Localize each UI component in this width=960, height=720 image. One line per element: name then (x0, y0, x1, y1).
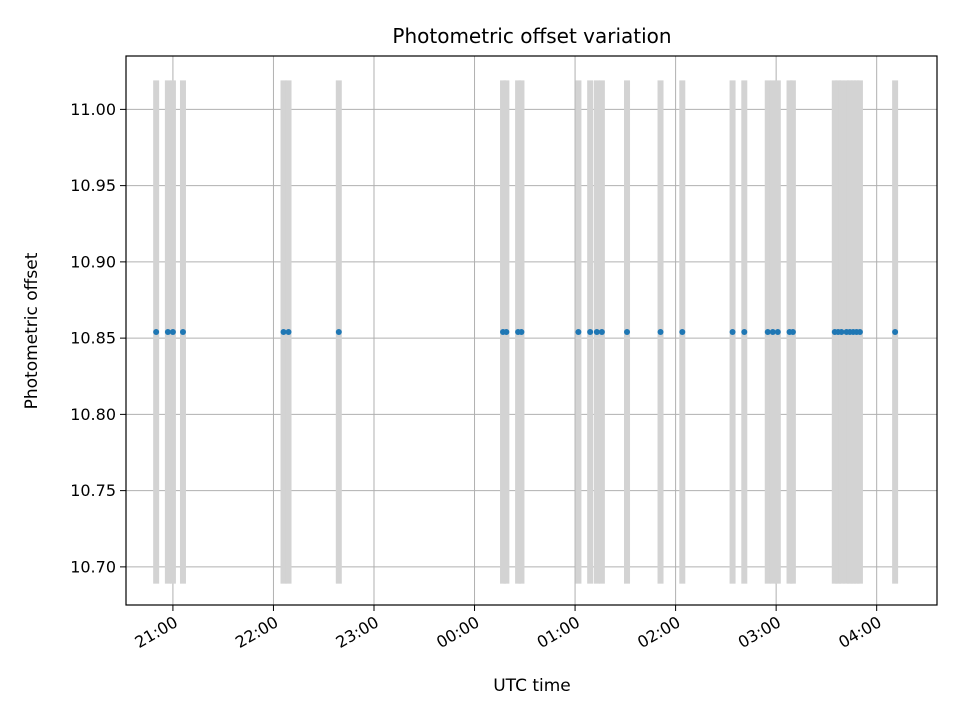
data-point (169, 329, 176, 336)
data-point (503, 329, 510, 336)
y-axis: 10.70 10.75 10.80 10.85 10.90 10.95 11.00 (70, 100, 126, 576)
data-point (657, 329, 664, 336)
chart-title: Photometric offset variation (392, 24, 671, 48)
y-tick-label: 11.00 (70, 100, 116, 119)
grid (126, 56, 937, 605)
data-point (838, 329, 845, 336)
data-point (789, 329, 796, 336)
x-tick-label: 22:00 (232, 612, 281, 652)
y-tick-label: 10.80 (70, 405, 116, 424)
plot-frame (125, 55, 938, 606)
data-point (856, 329, 863, 336)
x-tick-label: 21:00 (131, 612, 180, 652)
data-point (624, 329, 631, 336)
x-axis: 21:00 22:00 23:00 00:00 01:00 02:00 03:00 04:00 (131, 605, 885, 652)
data-point (892, 329, 899, 336)
data-points (153, 329, 899, 336)
data-point (179, 329, 186, 336)
data-point (729, 329, 736, 336)
data-point (280, 329, 287, 336)
x-tick-label: 01:00 (534, 612, 583, 652)
data-point (335, 329, 342, 336)
data-point (518, 329, 525, 336)
exposure-bands (153, 80, 899, 584)
data-point (153, 329, 160, 336)
y-tick-label: 10.70 (70, 557, 116, 576)
y-tick-label: 10.85 (70, 329, 116, 348)
x-tick-label: 23:00 (333, 612, 382, 652)
data-point (764, 329, 771, 336)
y-tick-label: 10.90 (70, 252, 116, 271)
x-tick-label: 03:00 (735, 612, 784, 652)
x-tick-label: 00:00 (433, 612, 482, 652)
data-point (598, 329, 605, 336)
data-point (769, 329, 776, 336)
data-point (774, 329, 781, 336)
y-tick-label: 10.95 (70, 176, 116, 195)
y-tick-label: 10.75 (70, 481, 116, 500)
x-tick-label: 04:00 (835, 612, 884, 652)
data-point (741, 329, 748, 336)
data-point (164, 329, 171, 336)
y-axis-title: Photometric offset (22, 252, 42, 409)
data-point (593, 329, 600, 336)
x-axis-title: UTC time (493, 676, 571, 696)
data-point (587, 329, 594, 336)
data-point (679, 329, 686, 336)
data-point (285, 329, 292, 336)
data-point (575, 329, 582, 336)
x-tick-label: 02:00 (634, 612, 683, 652)
